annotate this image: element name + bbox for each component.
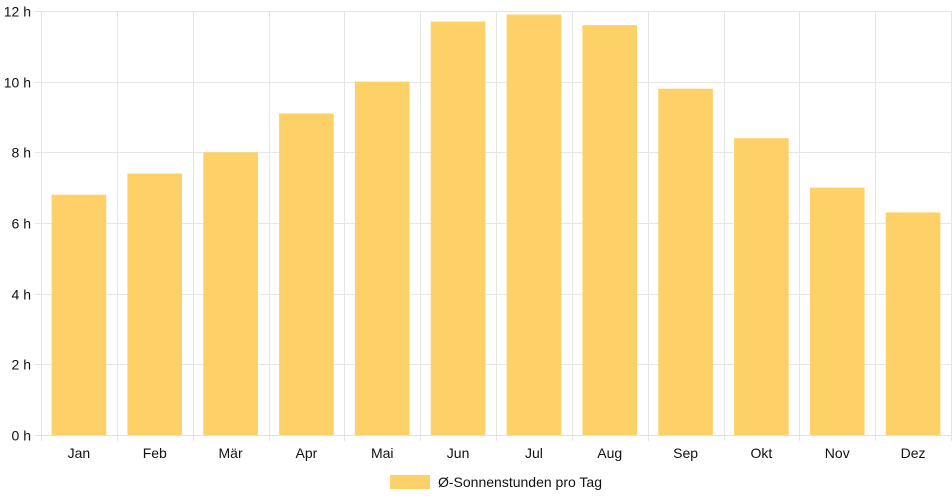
x-tick-label: Aug: [597, 445, 622, 461]
y-tick-label: 2 h: [12, 357, 31, 373]
y-tick-label: 4 h: [12, 287, 31, 303]
bar-jan[interactable]: [51, 194, 107, 435]
bar-mai[interactable]: [354, 81, 410, 436]
legend[interactable]: Ø-Sonnenstunden pro Tag: [390, 474, 602, 490]
bar-jul[interactable]: [506, 14, 562, 436]
x-tick-label: Jan: [68, 445, 91, 461]
bar-jun[interactable]: [430, 21, 486, 435]
x-tick-label: Nov: [825, 445, 850, 461]
x-tick-label: Okt: [751, 445, 773, 461]
y-tick-label: 12 h: [4, 4, 31, 20]
x-tick-label: Jul: [525, 445, 543, 461]
y-tick-label: 10 h: [4, 75, 31, 91]
x-tick-label: Apr: [296, 445, 318, 461]
bar-apr[interactable]: [279, 113, 334, 435]
x-tick-label: Dez: [901, 445, 926, 461]
y-tick-label: 6 h: [12, 216, 31, 232]
bar-aug[interactable]: [582, 25, 638, 436]
bar-layer: [51, 14, 941, 436]
bar-okt[interactable]: [734, 138, 789, 435]
x-tick-label: Jun: [447, 445, 470, 461]
x-tick-label: Feb: [143, 445, 167, 461]
y-tick-label: 8 h: [12, 145, 31, 161]
x-tick-label: Sep: [673, 445, 698, 461]
legend-label: Ø-Sonnenstunden pro Tag: [438, 474, 602, 490]
x-tick-label: Mär: [219, 445, 243, 461]
legend-swatch: [390, 475, 431, 489]
bar-sep[interactable]: [658, 88, 713, 435]
x-tick-label: Mai: [371, 445, 394, 461]
y-tick-label: 0 h: [12, 428, 31, 444]
bar-nov[interactable]: [809, 187, 865, 435]
bar-feb[interactable]: [127, 173, 183, 436]
axis-layer: 0 h 2 h 4 h 6 h 8 h 10 h 12 h Jan Feb Mär Apr Mai Ju…: [4, 4, 926, 462]
bar-mär[interactable]: [203, 152, 258, 436]
bar-dez[interactable]: [885, 212, 941, 435]
